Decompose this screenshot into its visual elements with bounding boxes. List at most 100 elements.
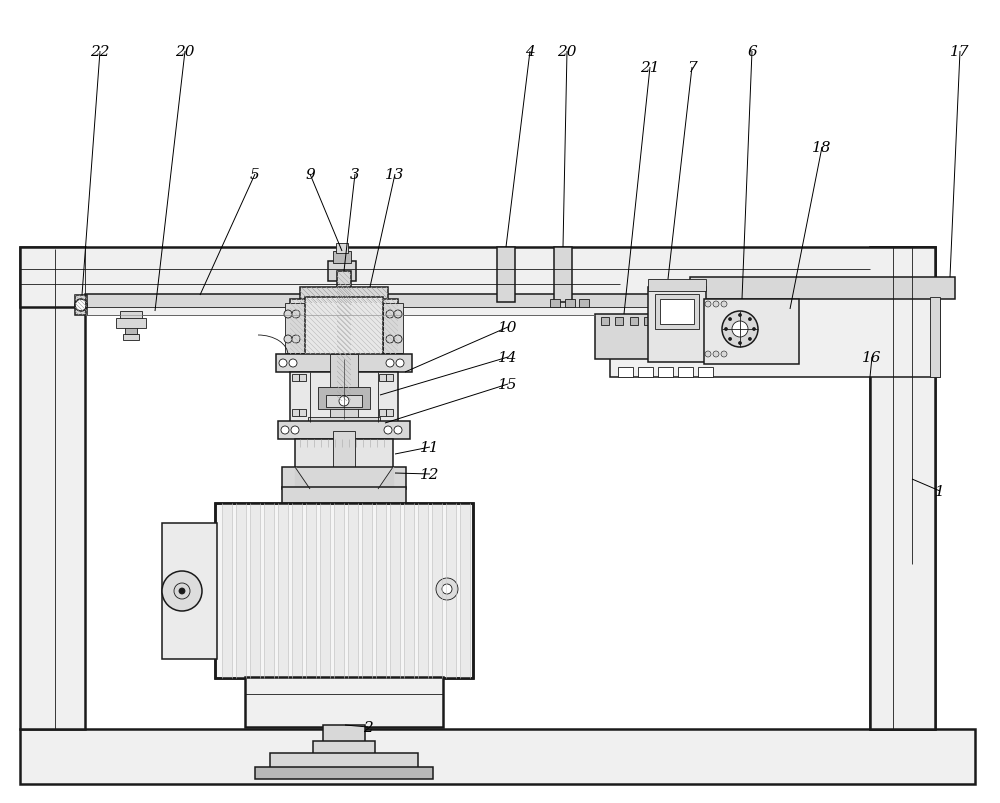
Bar: [305, 298, 383, 356]
Text: 13: 13: [385, 168, 405, 181]
Bar: [404, 503, 414, 679]
Bar: [292, 503, 302, 679]
Bar: [446, 503, 456, 679]
Circle shape: [281, 426, 289, 434]
Bar: [318, 388, 370, 410]
Polygon shape: [378, 467, 393, 489]
Bar: [299, 410, 306, 417]
Bar: [655, 295, 699, 329]
Text: 7: 7: [687, 61, 697, 75]
Bar: [285, 304, 305, 353]
Bar: [930, 298, 940, 377]
Text: 3: 3: [350, 168, 360, 181]
Text: 16: 16: [862, 351, 882, 365]
Circle shape: [722, 312, 758, 348]
Circle shape: [289, 360, 297, 368]
Bar: [270, 753, 418, 768]
Bar: [292, 410, 299, 417]
Circle shape: [436, 578, 458, 601]
Bar: [290, 373, 398, 422]
Bar: [276, 355, 412, 373]
Bar: [245, 677, 443, 727]
Circle shape: [396, 360, 404, 368]
Bar: [299, 374, 306, 381]
Bar: [618, 368, 633, 377]
Bar: [20, 247, 85, 729]
Bar: [550, 300, 560, 308]
Bar: [123, 335, 139, 340]
Bar: [644, 318, 652, 325]
Bar: [300, 287, 388, 304]
Circle shape: [386, 336, 394, 344]
Text: 1: 1: [935, 484, 945, 499]
Bar: [330, 355, 358, 422]
Bar: [595, 315, 653, 360]
Bar: [386, 410, 393, 417]
Circle shape: [738, 314, 742, 317]
Circle shape: [384, 426, 392, 434]
Bar: [222, 503, 232, 679]
Circle shape: [292, 311, 300, 319]
Bar: [418, 503, 428, 679]
Bar: [690, 278, 955, 300]
Circle shape: [386, 360, 394, 368]
Circle shape: [713, 352, 719, 357]
Circle shape: [705, 352, 711, 357]
Bar: [278, 503, 288, 679]
Text: 20: 20: [557, 45, 577, 59]
Bar: [615, 318, 623, 325]
Bar: [290, 300, 398, 355]
Circle shape: [339, 397, 349, 406]
Bar: [292, 374, 299, 381]
Circle shape: [292, 336, 300, 344]
Bar: [870, 247, 935, 729]
Circle shape: [279, 360, 287, 368]
Bar: [215, 503, 473, 679]
Bar: [20, 729, 975, 784]
Text: 4: 4: [525, 45, 535, 59]
Circle shape: [386, 311, 394, 319]
Bar: [870, 247, 935, 729]
Bar: [75, 296, 87, 316]
Bar: [85, 295, 680, 310]
Bar: [125, 327, 137, 335]
Circle shape: [721, 352, 727, 357]
Bar: [20, 247, 935, 308]
Bar: [601, 318, 609, 325]
Circle shape: [394, 311, 402, 319]
Bar: [460, 503, 470, 679]
Circle shape: [753, 328, 756, 331]
Bar: [236, 503, 246, 679]
Circle shape: [394, 426, 402, 434]
Circle shape: [748, 338, 751, 341]
Circle shape: [724, 328, 728, 331]
Circle shape: [705, 302, 711, 308]
Bar: [323, 725, 365, 743]
Bar: [333, 251, 351, 263]
Bar: [610, 298, 940, 377]
Bar: [334, 503, 344, 679]
Bar: [116, 319, 146, 328]
Bar: [255, 767, 433, 779]
Bar: [326, 396, 362, 407]
Circle shape: [291, 426, 299, 434]
Bar: [554, 247, 572, 303]
Bar: [337, 271, 351, 402]
Text: 20: 20: [175, 45, 195, 59]
Circle shape: [179, 589, 185, 594]
Circle shape: [162, 571, 202, 611]
Circle shape: [394, 336, 402, 344]
Text: 2: 2: [363, 720, 373, 734]
Bar: [660, 300, 694, 324]
Bar: [658, 368, 673, 377]
Bar: [320, 503, 330, 679]
Circle shape: [174, 583, 190, 599]
Circle shape: [748, 318, 751, 321]
Bar: [678, 368, 693, 377]
Text: 14: 14: [498, 351, 518, 365]
Circle shape: [284, 311, 292, 319]
Bar: [85, 308, 680, 316]
Bar: [638, 368, 653, 377]
Bar: [379, 410, 386, 417]
Bar: [698, 368, 713, 377]
